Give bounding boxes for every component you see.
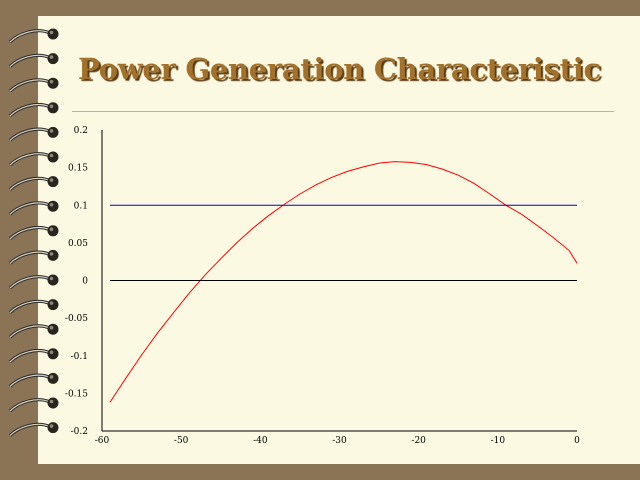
y-tick-label: -0.1 xyxy=(71,352,88,362)
axes xyxy=(101,130,577,432)
y-tick-label: -0.2 xyxy=(71,427,88,437)
spiral-ring xyxy=(8,126,59,142)
series-group xyxy=(109,161,578,403)
slide xyxy=(38,16,640,464)
x-tick-label: -50 xyxy=(174,436,189,446)
y-tick-label: 0.2 xyxy=(74,126,88,136)
x-tick-label: -30 xyxy=(332,436,347,446)
spiral-ring xyxy=(8,53,59,68)
x-tick-label: 0 xyxy=(574,436,580,446)
spiral-ring xyxy=(8,225,59,240)
spiral-ring xyxy=(8,102,59,117)
spiral-ring xyxy=(8,422,59,437)
spiral-ring xyxy=(8,274,59,290)
spiral-ring xyxy=(8,323,59,339)
y-tick-label: -0.05 xyxy=(65,314,88,324)
x-tick-labels: -60 -50 -40 -30 -20 -10 0 xyxy=(95,436,580,446)
page-title: Power Generation Characteristic xyxy=(78,52,601,86)
x-tick-label: -60 xyxy=(95,436,110,446)
series-line-1 xyxy=(109,161,578,403)
spiral-ring xyxy=(8,397,59,413)
title-divider xyxy=(72,111,614,112)
x-tick-label: -40 xyxy=(253,436,268,446)
x-tick-label: -20 xyxy=(411,436,426,446)
spiral-ring xyxy=(8,28,59,44)
spiral-ring xyxy=(8,348,59,363)
y-tick-label: 0 xyxy=(82,277,88,287)
y-tick-label: -0.15 xyxy=(65,389,88,399)
y-tick-label: 0.15 xyxy=(68,164,88,174)
spiral-ring xyxy=(8,200,59,216)
spiral-ring xyxy=(8,77,59,93)
x-tick-label: -10 xyxy=(491,436,506,446)
spiral-ring xyxy=(8,372,59,388)
y-tick-label: 0.1 xyxy=(74,201,88,211)
spiral-ring xyxy=(8,249,59,265)
spiral-ring xyxy=(8,151,59,167)
spiral-ring xyxy=(8,176,59,191)
y-tick-labels: 0.2 0.15 0.1 0.05 0 -0.05 -0.1 -0.15 -0.2 xyxy=(65,126,88,437)
y-tick-label: 0.05 xyxy=(68,239,88,249)
spiral-ring xyxy=(8,299,59,314)
spiral-binding xyxy=(8,28,59,437)
